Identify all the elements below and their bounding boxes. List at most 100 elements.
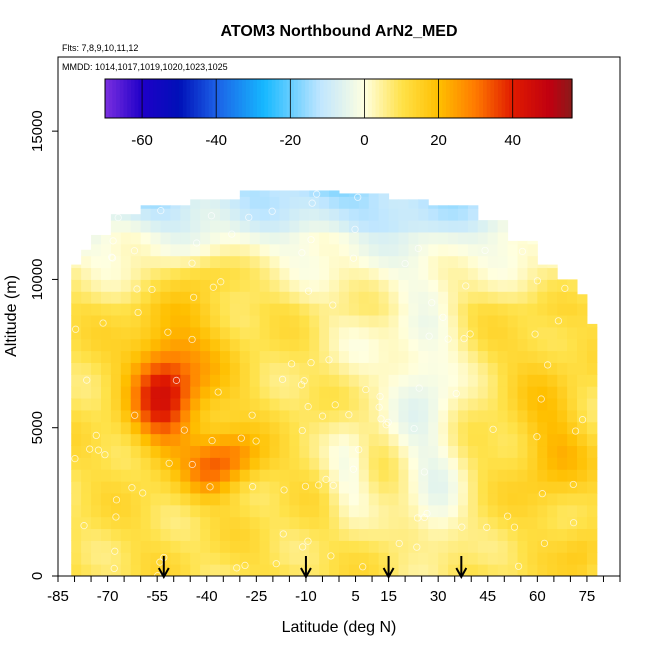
heatmap-cell (408, 528, 419, 541)
heatmap-cell (378, 196, 390, 209)
heatmap-cell (467, 231, 479, 245)
heatmap-cell (319, 552, 330, 565)
heatmap-cell (269, 326, 280, 340)
observation-marker (208, 437, 216, 445)
heatmap-cell (428, 205, 439, 209)
heatmap-cell (428, 469, 439, 482)
heatmap-cell (259, 469, 271, 482)
heatmap-cell (448, 481, 459, 494)
heatmap-cell (170, 208, 181, 221)
heatmap-cell (81, 445, 92, 458)
heatmap-cell (319, 326, 330, 340)
heatmap-cell (378, 315, 390, 328)
heatmap-cell (170, 540, 181, 553)
heatmap-cell (279, 303, 290, 316)
heatmap-cell (458, 540, 469, 553)
heatmap-cell (487, 374, 499, 387)
heatmap-cell (507, 433, 519, 447)
heatmap-cell (299, 362, 310, 375)
heatmap-cell (140, 255, 152, 269)
heatmap-cell (368, 540, 380, 553)
heatmap-cell (477, 421, 489, 435)
heatmap-cell (527, 279, 538, 292)
heatmap-cell (329, 492, 340, 506)
heatmap-cell (299, 386, 310, 399)
heatmap-cell (229, 398, 241, 411)
heatmap-cell (319, 421, 330, 435)
heatmap-cell (547, 457, 558, 470)
heatmap-cell (140, 409, 152, 423)
heatmap-cell (398, 338, 409, 352)
heatmap-cell (249, 386, 261, 399)
colorbar-cell (349, 79, 354, 118)
heatmap-cell (150, 421, 161, 435)
heatmap-cell (497, 374, 509, 387)
heatmap-cell (239, 540, 251, 553)
heatmap-cell (448, 445, 459, 458)
heatmap-cell (299, 326, 310, 340)
heatmap-cell (150, 504, 161, 518)
heatmap-cell (180, 469, 191, 482)
heatmap-cell (319, 398, 330, 411)
heatmap-cell (438, 303, 449, 316)
observation-marker (112, 496, 121, 504)
heatmap-cell (170, 552, 181, 565)
heatmap-cell (219, 421, 231, 435)
heatmap-cell (497, 279, 509, 292)
colorbar-cell (264, 79, 269, 118)
heatmap-cell (299, 504, 310, 518)
heatmap-cell (497, 433, 509, 447)
heatmap-cell (547, 409, 558, 423)
heatmap-cell (477, 220, 489, 233)
heatmap-cell (71, 421, 82, 435)
colorbar-cell (219, 79, 225, 118)
colorbar-cell (449, 79, 454, 118)
heatmap-cell (160, 291, 171, 304)
heatmap-cell (249, 255, 261, 269)
observation-marker (131, 411, 139, 419)
x-tick-label: 30 (430, 588, 447, 605)
heatmap-cell (487, 231, 499, 245)
heatmap-cell (348, 540, 360, 553)
heatmap-cell (120, 255, 132, 269)
heatmap-cell (428, 350, 439, 363)
heatmap-cell (249, 231, 261, 245)
heatmap-cell (259, 421, 271, 435)
colorbar-cell (193, 79, 199, 118)
heatmap-cell (577, 481, 588, 494)
heatmap-cell (339, 504, 350, 518)
heatmap-cell (299, 552, 310, 565)
heatmap-cell (418, 445, 429, 458)
heatmap-cell (368, 326, 380, 340)
heatmap-cell (259, 564, 271, 576)
heatmap-cell (339, 208, 350, 221)
heatmap-cell (537, 564, 548, 576)
heatmap-cell (567, 492, 578, 506)
heatmap-cell (219, 303, 231, 316)
heatmap-cell (269, 231, 280, 245)
heatmap-cell (537, 338, 548, 352)
observation-marker (304, 287, 313, 295)
heatmap-cell (497, 291, 509, 304)
heatmap-cell (458, 386, 469, 399)
heatmap-cell (140, 267, 152, 280)
heatmap-cell (527, 303, 538, 316)
heatmap-cell (527, 564, 538, 576)
heatmap-cell (348, 326, 360, 340)
observation-marker (349, 254, 358, 262)
heatmap-cell (567, 279, 578, 292)
heatmap-cell (388, 516, 400, 530)
heatmap-cell (190, 243, 201, 257)
heatmap-cell (358, 303, 370, 316)
heatmap-cell (100, 338, 112, 352)
heatmap-cell (348, 350, 360, 363)
heatmap-cell (567, 445, 578, 458)
heatmap-cell (368, 350, 380, 363)
colorbar-cell (416, 79, 421, 118)
heatmap-cell (329, 398, 340, 411)
heatmap-cell (259, 540, 271, 553)
heatmap-cell (71, 445, 82, 458)
colorbar-cell (271, 79, 277, 118)
heatmap-cell (567, 421, 578, 435)
heatmap-cell (170, 516, 181, 530)
